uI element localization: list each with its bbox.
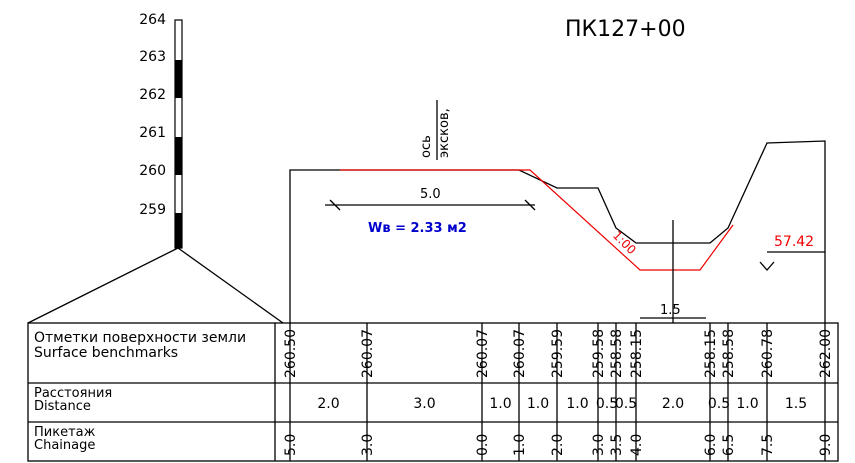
- axis-note: эксков,: [437, 108, 452, 158]
- scale-segment: [175, 213, 182, 248]
- tick: [524, 199, 536, 211]
- chainage: 0.0: [475, 434, 491, 456]
- benchmark: 260.50: [283, 329, 299, 378]
- chainage: 3.0: [360, 434, 376, 456]
- chainage: 5.0: [283, 434, 299, 456]
- benchmark: 262.00: [818, 329, 834, 378]
- chainage: 2.0: [550, 434, 566, 456]
- distance: 1.0: [736, 396, 758, 412]
- benchmark: 260.07: [475, 329, 491, 378]
- scale-segment: [175, 137, 182, 175]
- chainage: 1.0: [512, 434, 528, 456]
- axis-note: ось: [419, 135, 434, 158]
- benchmark: 258.15: [629, 329, 645, 378]
- distance: 0.5: [708, 396, 730, 412]
- level-mark: [759, 261, 775, 271]
- tick: [329, 199, 341, 211]
- scale-label: 260: [139, 163, 166, 179]
- distance: 1.0: [489, 396, 511, 412]
- chainage: 9.0: [818, 434, 834, 456]
- distance: 1.0: [566, 396, 588, 412]
- scale-label: 262: [139, 87, 166, 103]
- row-label: Пикетаж: [34, 425, 96, 440]
- scale-label: 259: [139, 202, 166, 218]
- distance: 2.0: [662, 396, 684, 412]
- benchmark: 260.07: [360, 329, 376, 378]
- chainage: 6.5: [721, 434, 737, 456]
- benchmark: 258.15: [703, 329, 719, 378]
- row-label: Surface benchmarks: [34, 345, 178, 361]
- slope: 1:00: [610, 228, 639, 257]
- benchmark: 259.59: [550, 329, 566, 378]
- row-label: Chainage: [34, 438, 95, 453]
- dimension: 5.0: [420, 187, 441, 202]
- scale-label: 264: [139, 12, 166, 28]
- area: Wв = 2.33 м2: [368, 221, 467, 236]
- benchmark: 258.58: [721, 329, 737, 378]
- chainage: 3.5: [609, 434, 625, 456]
- benchmark: 260.07: [512, 329, 528, 378]
- benchmark: 259.58: [591, 329, 607, 378]
- title: ПК127+00: [565, 17, 686, 42]
- design-line: [340, 169, 734, 271]
- table: [27, 322, 839, 462]
- distance: 1.0: [527, 396, 549, 412]
- benchmark: 258.58: [609, 329, 625, 378]
- scale-segment: [175, 60, 182, 98]
- chainage: 3.0: [591, 434, 607, 456]
- leader: [27, 247, 179, 324]
- distance: 2.0: [317, 396, 339, 412]
- row-label: Distance: [34, 399, 91, 414]
- distance: 1.5: [785, 396, 807, 412]
- scale-label: 263: [139, 49, 166, 65]
- scale-label: 261: [139, 125, 166, 141]
- leader: [177, 247, 284, 324]
- distance: 3.0: [413, 396, 435, 412]
- chainage: 7.5: [760, 434, 776, 456]
- distance: 0.5: [596, 396, 618, 412]
- chainage: 6.0: [703, 434, 719, 456]
- row-label: Отметки поверхности земли: [34, 330, 246, 346]
- chainage: 4.0: [629, 434, 645, 456]
- dimension: 1.5: [660, 303, 681, 318]
- row-label: Расстояния: [34, 386, 112, 401]
- benchmark: 260.78: [760, 329, 776, 378]
- distance: 0.5: [615, 396, 637, 412]
- level: 57.42: [774, 234, 814, 250]
